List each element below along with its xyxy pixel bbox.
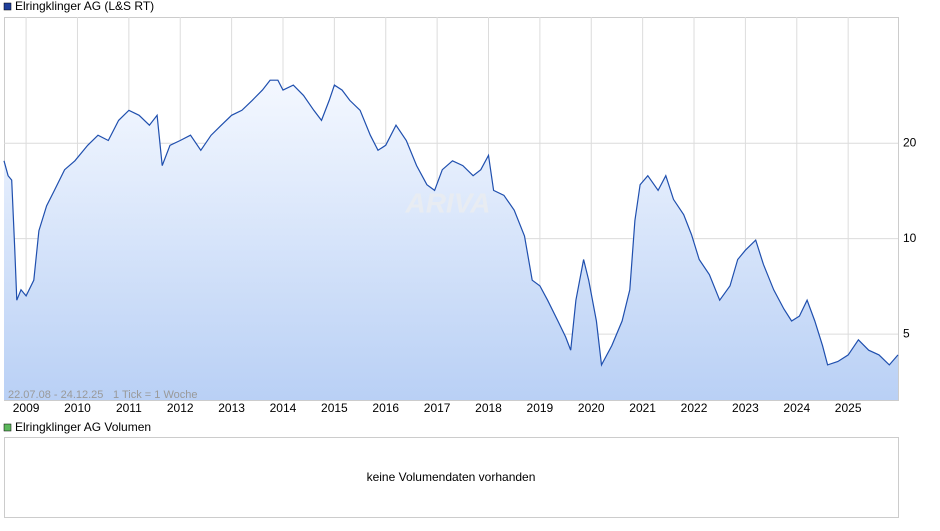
x-tick-label: 2023: [732, 401, 759, 415]
price-line: [3, 79, 899, 367]
x-tick-label: 2020: [578, 401, 605, 415]
tick-note: 1 Tick = 1 Woche: [113, 389, 197, 401]
area: [4, 80, 898, 400]
x-tick-label: 2013: [218, 401, 245, 415]
x-tick-label: 2010: [64, 401, 91, 415]
x-tick-label: 2017: [424, 401, 451, 415]
x-tick-label: 2012: [167, 401, 194, 415]
x-tick-label: 2009: [13, 401, 40, 415]
date-range: 22.07.08 - 24.12.25: [8, 389, 103, 401]
y-tick-label: 5: [903, 326, 910, 340]
x-tick-label: 2025: [835, 401, 862, 415]
volume-message: keine Volumendaten vorhanden: [367, 470, 536, 484]
x-tick-label: 2016: [372, 401, 399, 415]
volume-legend: Elringklinger AG Volumen: [15, 420, 151, 434]
volume-frame: [4, 437, 899, 518]
x-tick-label: 2018: [475, 401, 502, 415]
volume-swatch: [3, 423, 12, 432]
x-tick-label: 2019: [527, 401, 554, 415]
x-tick-label: 2022: [681, 401, 708, 415]
watermark: ARIVA: [404, 187, 490, 218]
x-tick-label: 2014: [270, 401, 297, 415]
x-tick-label: 2021: [629, 401, 656, 415]
y-tick-label: 20: [903, 135, 917, 149]
legend-label: Elringklinger AG (L&S RT): [15, 0, 154, 13]
x-tick-label: 2011: [116, 401, 142, 415]
x-tick-label: 2024: [783, 401, 810, 415]
legend-swatch: [3, 2, 12, 11]
x-tick-label: 2015: [321, 401, 348, 415]
y-tick-label: 10: [903, 231, 917, 245]
